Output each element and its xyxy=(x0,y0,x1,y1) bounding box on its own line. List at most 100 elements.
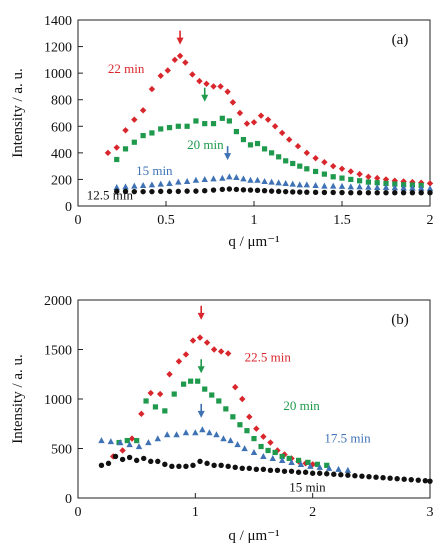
series-diamond-b xyxy=(110,334,316,468)
data-point-a-3-13 xyxy=(226,186,233,192)
data-point-a-2-35 xyxy=(400,184,407,191)
data-point-a-3-22 xyxy=(290,189,296,195)
data-point-a-0-6 xyxy=(157,72,164,79)
data-point-a-2-11 xyxy=(210,175,217,182)
data-point-a-1-31 xyxy=(365,179,371,185)
data-point-b-1-4 xyxy=(152,404,159,410)
data-point-b-0-7 xyxy=(175,358,183,365)
y-tick-label-a: 800 xyxy=(51,94,72,109)
data-point-b-3-36 xyxy=(352,473,358,479)
data-point-b-3-27 xyxy=(288,468,295,474)
peak-arrow-a-1 xyxy=(201,87,209,102)
data-point-a-1-22 xyxy=(290,160,296,167)
data-point-a-0-35 xyxy=(374,174,381,182)
data-point-b-3-3 xyxy=(119,456,126,463)
x-tick-label-a: 0 xyxy=(75,213,82,228)
data-point-b-0-1 xyxy=(119,447,126,454)
peak-arrow-a-0 xyxy=(176,30,184,45)
data-point-a-0-22 xyxy=(264,116,272,123)
data-point-b-3-6 xyxy=(141,455,147,462)
axis-ticks-a: 0 0.5 1 1.5 2 0 200 400 600 800 1000 1200 1400 xyxy=(44,14,434,228)
data-point-b-3-20 xyxy=(239,465,245,471)
data-point-a-1-34 xyxy=(392,181,398,187)
data-point-a-2-25 xyxy=(312,182,319,189)
data-point-b-3-2 xyxy=(112,453,119,460)
data-point-b-1-25 xyxy=(314,461,320,467)
data-point-b-3-5 xyxy=(133,457,140,464)
data-point-a-3-20 xyxy=(275,188,282,195)
data-point-b-2-16 xyxy=(234,441,241,448)
data-point-b-1-13 xyxy=(223,406,229,412)
data-point-a-0-16 xyxy=(224,88,231,95)
data-point-a-0-10 xyxy=(182,59,189,66)
y-tick-label-b: 1000 xyxy=(44,393,72,408)
series-label-b-0: 22.5 min xyxy=(245,349,292,364)
data-point-b-1-19 xyxy=(265,447,271,454)
data-point-a-2-38 xyxy=(426,185,434,192)
data-point-a-1-6 xyxy=(166,125,173,131)
data-point-b-3-16 xyxy=(211,462,217,469)
data-point-b-3-7 xyxy=(148,458,154,465)
data-point-b-3-46 xyxy=(422,477,429,484)
data-point-b-2-18 xyxy=(250,449,258,456)
data-point-b-2-21 xyxy=(278,456,286,463)
data-point-b-1-3 xyxy=(143,398,149,404)
data-point-a-0-34 xyxy=(365,173,372,180)
data-point-a-1-29 xyxy=(348,176,354,183)
data-point-a-3-37 xyxy=(418,190,424,196)
data-point-a-3-32 xyxy=(374,190,380,196)
data-point-b-2-25 xyxy=(316,463,323,470)
data-point-a-3-6 xyxy=(166,188,173,195)
peak-arrow-b-0 xyxy=(197,305,205,320)
data-point-b-0-9 xyxy=(189,337,197,344)
data-point-a-2-17 xyxy=(254,176,261,183)
data-point-b-3-24 xyxy=(267,467,274,473)
series-circle-b xyxy=(98,453,433,484)
data-point-b-3-17 xyxy=(218,462,224,469)
data-point-b-2-10 xyxy=(192,429,199,436)
data-point-a-0-2 xyxy=(122,127,129,134)
data-point-a-3-18 xyxy=(261,188,268,194)
data-point-a-2-18 xyxy=(261,178,268,185)
data-point-b-2-4 xyxy=(135,443,143,450)
x-tick-label-b: 3 xyxy=(427,505,434,520)
data-point-b-1-26 xyxy=(324,462,330,468)
series-triangle-a xyxy=(113,173,434,192)
data-point-b-2-15 xyxy=(227,437,234,444)
data-point-a-1-15 xyxy=(240,136,247,143)
data-point-a-3-26 xyxy=(321,189,328,196)
data-point-b-3-40 xyxy=(380,475,386,481)
data-point-a-2-12 xyxy=(219,174,226,181)
data-point-b-2-26 xyxy=(325,464,333,471)
data-point-a-0-21 xyxy=(257,112,265,119)
data-point-a-3-5 xyxy=(158,188,164,195)
data-point-a-2-31 xyxy=(365,183,372,190)
data-point-b-0-19 xyxy=(260,433,267,440)
data-point-a-1-25 xyxy=(313,168,319,175)
data-point-a-2-4 xyxy=(148,181,156,188)
peak-arrow-b-2 xyxy=(197,403,205,418)
data-point-a-3-29 xyxy=(348,190,354,196)
data-point-a-2-10 xyxy=(201,176,208,183)
data-point-a-2-22 xyxy=(289,180,296,187)
data-point-a-3-0 xyxy=(114,188,120,195)
data-point-a-1-30 xyxy=(357,178,363,184)
series-label-a-3: 12.5 min xyxy=(87,187,134,202)
data-point-b-1-21 xyxy=(279,453,285,460)
data-point-b-0-16 xyxy=(239,395,246,403)
data-point-a-1-10 xyxy=(202,121,208,127)
data-point-b-1-5 xyxy=(162,408,168,414)
data-point-a-3-8 xyxy=(184,188,190,194)
data-point-a-0-12 xyxy=(196,77,203,85)
data-point-a-3-14 xyxy=(233,186,240,193)
data-point-b-1-20 xyxy=(272,449,278,456)
data-point-a-3-11 xyxy=(210,187,217,193)
data-point-a-2-32 xyxy=(374,184,381,190)
data-point-b-0-17 xyxy=(246,413,253,421)
data-point-a-0-3 xyxy=(131,116,138,123)
data-point-b-2-1 xyxy=(107,438,115,445)
data-point-a-3-10 xyxy=(202,188,208,194)
data-point-b-0-13 xyxy=(217,348,225,355)
data-point-b-0-11 xyxy=(203,339,211,346)
